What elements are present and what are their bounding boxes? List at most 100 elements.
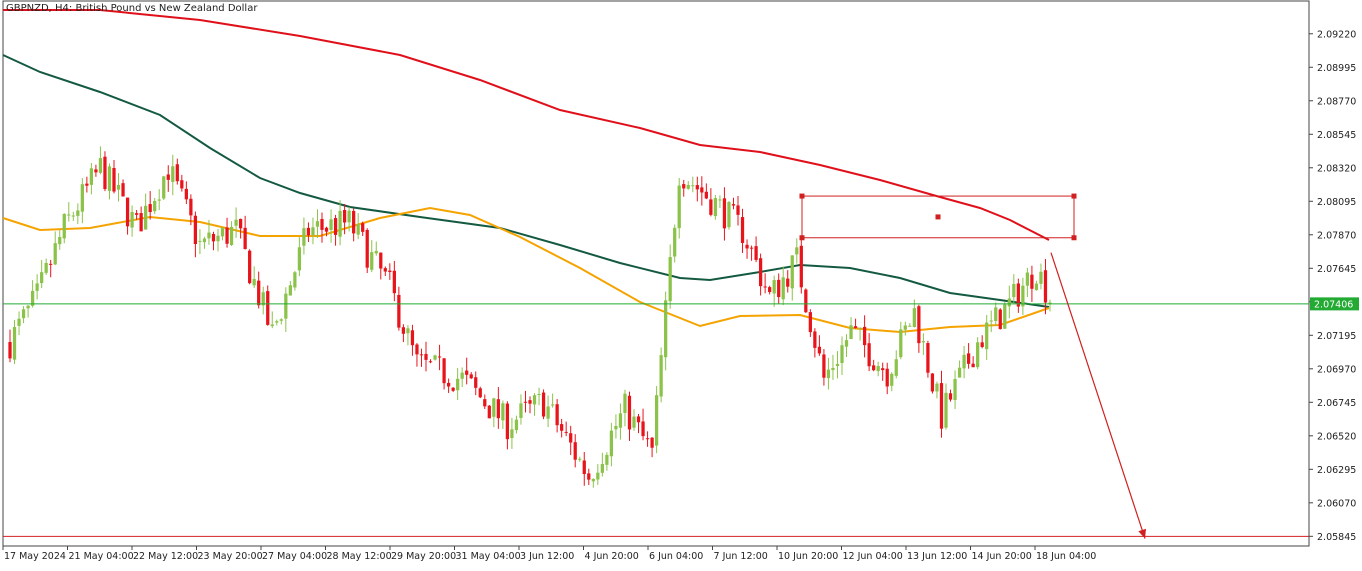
candle-body	[487, 405, 491, 419]
y-tick-label: 2.08770	[1317, 96, 1356, 107]
y-tick-label: 2.06970	[1317, 364, 1356, 375]
candle	[89, 162, 94, 195]
candle-body	[148, 204, 152, 213]
candle	[58, 230, 62, 250]
candle-body	[379, 252, 383, 269]
candle-body	[686, 184, 690, 189]
candle-body	[460, 372, 464, 379]
candle-body	[691, 185, 695, 187]
candle-body	[944, 392, 948, 428]
candle-body	[650, 437, 654, 448]
candle-body	[320, 218, 324, 230]
candle-body	[532, 395, 537, 405]
candle-body	[496, 399, 500, 419]
candle-body	[903, 325, 907, 330]
candle-body	[799, 245, 803, 288]
candle	[116, 173, 121, 202]
candle	[772, 275, 776, 307]
candle	[21, 306, 26, 324]
candle	[881, 362, 885, 381]
candle-body	[103, 156, 107, 190]
candle-body	[609, 430, 614, 457]
candle-body	[994, 307, 998, 322]
candle-body	[333, 218, 338, 235]
candle	[781, 266, 785, 306]
chart-title: GBPNZD, H4: British Pound vs New Zealand…	[6, 3, 258, 14]
candle-body	[238, 218, 243, 229]
candle-body	[157, 199, 161, 201]
candle	[315, 209, 320, 239]
candle	[596, 464, 600, 485]
candle-body	[564, 431, 568, 433]
candle-body	[890, 373, 894, 386]
candle-body	[885, 368, 889, 387]
candle-body	[1025, 272, 1030, 286]
candle	[40, 259, 44, 289]
candle	[1030, 265, 1034, 302]
candle-body	[930, 373, 935, 392]
candle	[49, 259, 53, 278]
candle	[275, 319, 279, 326]
candles	[8, 146, 1052, 488]
candle	[392, 260, 396, 302]
annotations	[3, 193, 1309, 539]
candle	[35, 274, 39, 300]
candle	[383, 266, 387, 277]
candle	[365, 228, 369, 273]
candle-body	[605, 454, 609, 465]
candle-body	[1021, 285, 1025, 307]
x-tick-label: 28 May 12:00	[327, 551, 392, 562]
candle	[555, 399, 559, 433]
candle	[125, 197, 130, 235]
candle-body	[926, 343, 930, 373]
candle-body	[505, 403, 510, 440]
candle	[659, 347, 663, 403]
candle-body	[966, 353, 971, 364]
y-tick-label: 2.08320	[1317, 163, 1356, 174]
candle	[333, 214, 338, 246]
candle	[456, 367, 460, 401]
candle	[618, 403, 623, 440]
y-tick-label: 2.06295	[1317, 465, 1356, 476]
candle	[718, 195, 722, 209]
candle-body	[370, 252, 374, 270]
candle	[424, 341, 428, 372]
candle-body	[134, 213, 139, 215]
candle	[700, 176, 704, 206]
candle	[229, 221, 234, 246]
y-tick-label: 2.06070	[1317, 498, 1356, 509]
candle	[948, 389, 953, 402]
candle	[71, 211, 75, 221]
candle	[406, 325, 410, 346]
candle-body	[1012, 283, 1016, 298]
candle	[216, 228, 220, 252]
y-tick-label: 2.07870	[1317, 230, 1356, 241]
candle	[460, 367, 464, 387]
candle	[704, 183, 708, 200]
candle-body	[315, 221, 320, 227]
candle-body	[659, 355, 663, 397]
candle	[144, 193, 148, 230]
candle	[483, 394, 487, 410]
candle-body	[835, 363, 840, 367]
candle	[790, 255, 794, 301]
candle	[1043, 259, 1048, 315]
candle	[777, 273, 781, 304]
candle	[207, 219, 211, 245]
candle	[288, 281, 292, 296]
candle	[266, 285, 270, 326]
candle-body	[275, 321, 279, 323]
candle-body	[184, 188, 188, 200]
candle	[234, 207, 238, 238]
x-tick-label: 31 May 04:00	[456, 551, 521, 562]
candle-body	[971, 363, 975, 368]
candle	[645, 431, 650, 447]
candle	[311, 217, 315, 245]
candle-body	[704, 191, 708, 199]
candle-body	[912, 308, 916, 327]
candle-body	[297, 247, 302, 271]
candle	[962, 345, 966, 379]
candle-body	[523, 401, 528, 403]
